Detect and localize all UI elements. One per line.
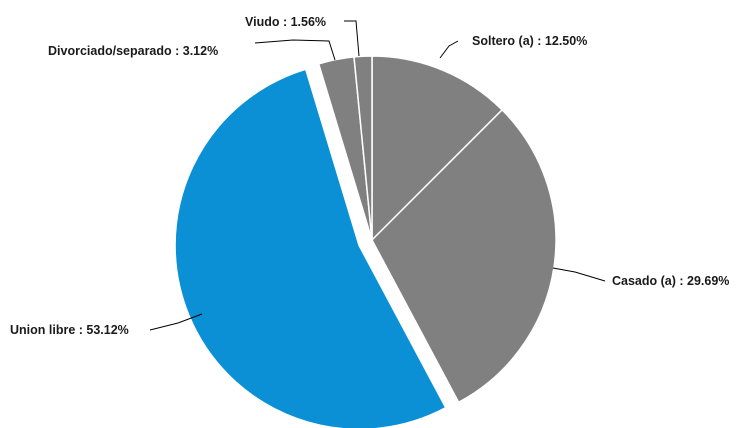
pie-slices <box>174 55 557 428</box>
leader-line-union-libre <box>149 313 203 331</box>
leader-lines <box>149 20 606 331</box>
pie-slice-soltero-a <box>371 55 503 241</box>
slice-label-casado-a: Casado (a) : 29.69% <box>612 274 729 288</box>
pie-slice-casado-a <box>371 109 557 404</box>
leader-line-divorciado-separado <box>254 39 336 61</box>
slice-label-viudo: Viudo : 1.56% <box>245 15 326 29</box>
slice-label-soltero-a: Soltero (a) : 12.50% <box>472 34 587 48</box>
slice-labels: Soltero (a) : 12.50% Casado (a) : 29.69% U… <box>10 15 729 337</box>
pie-slice-viudo <box>353 55 373 241</box>
slice-label-divorciado-separado: Divorciado/separado : 3.12% <box>48 44 218 58</box>
slice-label-union-libre: Union libre : 53.12% <box>10 323 129 337</box>
leader-line-casado-a <box>552 267 606 282</box>
leader-line-soltero-a <box>439 40 459 59</box>
leader-line-viudo <box>344 20 360 57</box>
pie-slice-union-libre <box>174 68 447 428</box>
